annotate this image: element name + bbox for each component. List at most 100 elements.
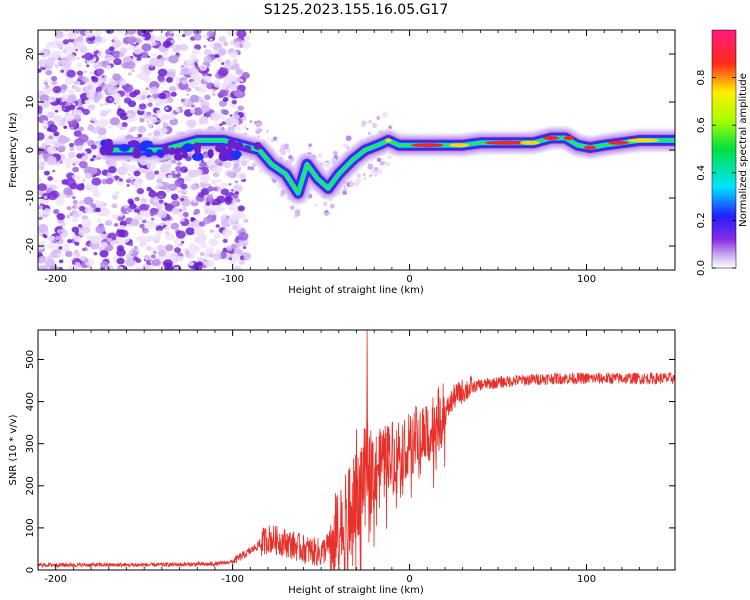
spectrogram-noise-blob xyxy=(60,137,65,142)
spectrogram-noise-blob xyxy=(227,171,235,178)
spectrogram-noise-blob xyxy=(242,41,252,49)
spectrogram-noise-blob xyxy=(92,48,97,52)
spectrogram-noise-blob xyxy=(64,157,73,165)
snr-x-tick-label: -100 xyxy=(221,574,244,585)
spectrogram-noise-blob xyxy=(243,218,249,223)
spectrogram-noise-blob xyxy=(38,256,47,264)
spectrogram-noise-blob xyxy=(236,198,241,203)
spectrogram-y-tick-label: -20 xyxy=(25,238,36,254)
spectrogram-noise-blob xyxy=(89,235,100,244)
spectrogram-noise-blob xyxy=(191,64,196,69)
spectrogram-noise-blob xyxy=(95,225,106,234)
spectrogram-noise-blob xyxy=(61,245,70,253)
spectrogram-noise-blob xyxy=(180,183,188,190)
spectrogram-noise-blob xyxy=(229,114,233,117)
spectrogram-noise-blob xyxy=(158,194,164,200)
spectrogram-noise-blob xyxy=(38,183,47,192)
spectrogram-noise-blob xyxy=(89,185,99,193)
spectrogram-noise-blob xyxy=(156,172,165,180)
spectrogram-noise-blob xyxy=(205,201,211,206)
spectrogram-noise-blob xyxy=(149,116,158,124)
spectrogram-noise-blob xyxy=(190,54,197,61)
spectrogram-noise-blob xyxy=(222,228,233,237)
spectrogram-noise-blob xyxy=(126,30,137,35)
spectrogram-noise-blob xyxy=(96,68,105,75)
spectrogram-noise-blob xyxy=(237,172,247,180)
spectrogram-noise-blob xyxy=(66,190,73,196)
spectrogram-noise-blob xyxy=(52,80,58,85)
spectrogram-noise-blob xyxy=(73,130,82,137)
spectrogram-noise-blob xyxy=(129,242,134,247)
spectrogram-noise-blob xyxy=(38,241,46,248)
spectrogram-x-tick-label: 0 xyxy=(406,274,412,285)
spectrogram-halo-dot xyxy=(266,130,269,133)
spectrogram-noise-blob xyxy=(156,119,161,123)
spectrogram-halo-dot xyxy=(243,125,248,129)
spectrogram-noise-blob xyxy=(202,216,212,225)
spectrogram-noise-blob xyxy=(124,32,128,36)
spectrogram-noise-blob xyxy=(220,89,229,97)
spectrogram-ridge-blob xyxy=(168,147,176,155)
spectrogram-halo-dot xyxy=(257,128,262,133)
spectrogram-noise-blob xyxy=(47,191,58,201)
spectrogram-noise-blob xyxy=(57,145,66,153)
spectrogram-noise-blob xyxy=(232,193,239,199)
spectrogram-noise-blob xyxy=(45,69,53,76)
snr-x-label: Height of straight line (km) xyxy=(288,585,424,596)
spectrogram-noise-blob xyxy=(68,142,75,148)
spectrogram-noise-blob xyxy=(67,151,76,159)
spectrogram-noise-blob xyxy=(140,36,145,40)
spectrogram-noise-blob xyxy=(175,52,180,56)
spectrogram-noise-blob xyxy=(143,254,151,261)
spectrogram-noise-blob xyxy=(58,160,64,164)
spectrogram-noise-blob xyxy=(104,53,114,62)
spectrogram-halo-dot xyxy=(258,169,263,174)
spectrogram-noise-blob xyxy=(214,51,218,54)
spectrogram-noise-blob xyxy=(229,51,239,59)
spectrogram-noise-blob xyxy=(225,196,233,203)
spectrogram-noise-blob xyxy=(98,49,102,53)
spectrogram-noise-blob xyxy=(203,202,214,212)
spectrogram-ridge-blob xyxy=(162,144,169,154)
spectrogram-noise-blob xyxy=(104,220,113,227)
spectrogram-noise-blob xyxy=(73,81,78,85)
spectrogram-halo-dot xyxy=(331,157,336,163)
spectrogram-noise-blob xyxy=(84,172,93,179)
spectrogram-halo-dot xyxy=(376,115,381,120)
spectrogram-noise-blob xyxy=(89,54,95,59)
spectrogram-noise-blob xyxy=(191,104,195,108)
spectrogram-noise-blob xyxy=(69,146,75,151)
spectrogram-noise-blob xyxy=(117,105,121,108)
spectrogram-noise-blob xyxy=(87,124,95,132)
spectrogram-noise-blob xyxy=(78,160,88,169)
spectrogram-noise-blob xyxy=(38,68,42,73)
spectrogram-noise-blob xyxy=(94,30,103,37)
spectrogram-noise-blob xyxy=(43,195,48,200)
spectrogram-noise-blob xyxy=(46,145,57,154)
snr-y-tick-label: 0 xyxy=(25,567,36,573)
spectrogram-noise-blob xyxy=(220,115,226,120)
spectrogram-noise-blob xyxy=(212,181,217,185)
spectrogram-noise-blob xyxy=(224,59,231,65)
spectrogram-noise-blob xyxy=(41,143,47,148)
spectrogram-noise-blob xyxy=(226,245,233,252)
spectrogram-noise-blob xyxy=(130,218,140,227)
spectrogram-noise-blob xyxy=(228,203,238,212)
spectrogram-noise-blob xyxy=(206,194,213,200)
spectrogram-noise-blob xyxy=(127,173,131,176)
spectrogram-noise-blob xyxy=(164,220,171,226)
spectrogram-noise-blob xyxy=(149,208,159,216)
spectrogram-noise-blob xyxy=(146,111,152,117)
spectrogram-noise-blob xyxy=(90,116,97,122)
spectrogram-noise-blob xyxy=(186,119,197,128)
spectrogram-halo-dot xyxy=(376,168,383,175)
spectrogram-noise-blob xyxy=(175,166,182,172)
spectrogram-noise-blob xyxy=(193,227,205,236)
spectrogram-noise-blob xyxy=(42,120,48,125)
colorbar-label: Normalized spectral amplitude xyxy=(738,73,749,227)
spectrogram-noise-blob xyxy=(170,91,177,97)
spectrogram-ridge-blob xyxy=(118,143,130,152)
spectrogram-noise-blob xyxy=(88,123,93,128)
spectrogram-noise-blob xyxy=(99,249,109,258)
